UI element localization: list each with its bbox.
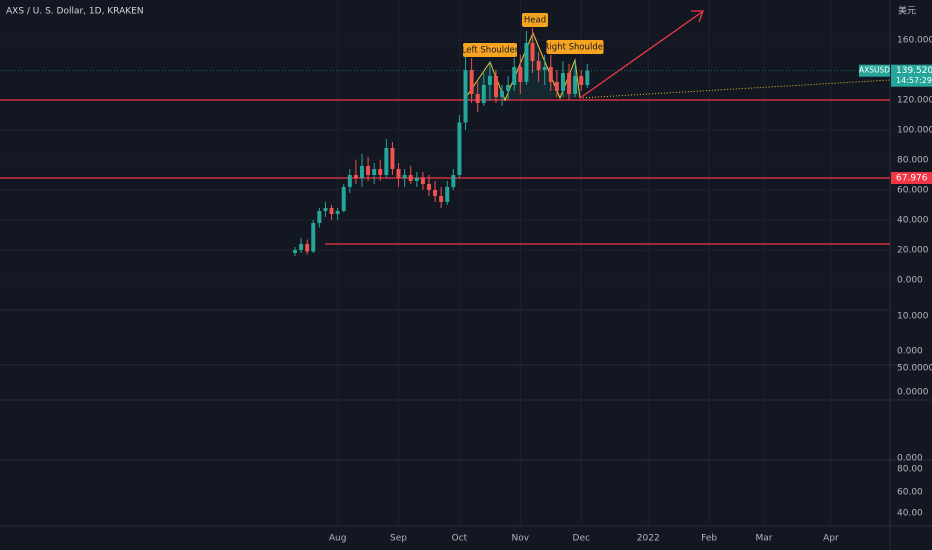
y-tick-label: 60.000 xyxy=(897,185,929,195)
chart-title: AXS / U. S. Dollar, 1D, KRAKEN xyxy=(6,7,144,17)
candle-body xyxy=(475,93,480,103)
last-price-label: 139.520 xyxy=(896,66,932,76)
candle-body xyxy=(372,168,377,175)
candle-body xyxy=(396,168,401,178)
y-tick-label: 160.000 xyxy=(897,35,932,45)
candle-body xyxy=(579,75,584,85)
x-tick-label: Feb xyxy=(701,534,717,544)
candle-body xyxy=(512,66,517,85)
indicator-tick-label: 60.00 xyxy=(897,488,923,498)
x-tick-label: Nov xyxy=(512,534,530,544)
candle-body xyxy=(548,66,553,82)
annotation-box xyxy=(463,43,517,57)
indicator-tick-label: 0.000 xyxy=(897,347,923,357)
candle-body xyxy=(293,249,297,253)
target-arrow xyxy=(579,11,703,99)
candle-body xyxy=(469,69,474,94)
candle-body xyxy=(402,174,407,178)
candle-body xyxy=(305,243,310,252)
candle-body xyxy=(573,75,578,94)
target-arrow-head xyxy=(691,10,704,23)
indicator-tick-label: 0.0000 xyxy=(897,388,929,398)
x-tick-label: Sep xyxy=(390,534,407,544)
candle-body xyxy=(536,60,541,70)
candle-body xyxy=(433,189,438,196)
symbol-tag xyxy=(859,64,890,77)
candle-body xyxy=(359,165,364,178)
annotation-label: Right Shoulder xyxy=(544,43,607,53)
candle-body xyxy=(317,210,322,223)
indicator-tick-label: 10.000 xyxy=(897,312,929,322)
candle-body xyxy=(439,195,444,202)
candle-body xyxy=(481,84,486,103)
candle-body xyxy=(341,186,346,211)
candle-body xyxy=(426,183,431,190)
last-price-tag xyxy=(891,64,932,87)
candle-body xyxy=(487,75,492,85)
annotation-label: Left Shoulder xyxy=(462,46,519,56)
x-tick-label: Dec xyxy=(573,534,590,544)
candle-body xyxy=(493,75,498,97)
candle-body xyxy=(408,174,413,181)
candle-body xyxy=(451,174,456,187)
candle-body xyxy=(445,186,450,202)
symbol-label: AXSUSD xyxy=(859,66,890,75)
x-tick-label: Oct xyxy=(452,534,468,544)
indicator-tick-label: 0.000 xyxy=(897,454,923,464)
currency-label: 美元 xyxy=(898,5,916,17)
candle-body xyxy=(299,243,304,250)
candle-body xyxy=(524,42,529,82)
candle-body xyxy=(347,174,352,187)
candle-body xyxy=(353,174,358,178)
candle-body xyxy=(500,90,505,97)
y-tick-label: 100.000 xyxy=(897,125,932,135)
candle-body xyxy=(378,168,383,175)
candle-body xyxy=(329,207,334,214)
countdown-label: 14:57:29 xyxy=(896,76,932,85)
candle-body xyxy=(554,81,559,91)
candle-body xyxy=(560,72,565,91)
candle-body xyxy=(420,177,425,184)
annotation-box xyxy=(546,40,604,54)
level-price-label: 67.976 xyxy=(896,174,928,184)
candle-body xyxy=(506,84,511,91)
candle-body xyxy=(585,70,590,85)
annotation-box xyxy=(522,13,548,27)
y-tick-label: 40.000 xyxy=(897,215,929,225)
level-price-tag xyxy=(891,172,932,185)
candle-body xyxy=(414,177,419,181)
neckline-projection xyxy=(579,79,891,99)
indicator-tick-label: 50.0000 xyxy=(897,364,932,374)
y-tick-label: 120.000 xyxy=(897,95,932,105)
candle-body xyxy=(530,42,535,61)
indicator-tick-label: 80.00 xyxy=(897,465,923,475)
indicator-tick-label: 40.00 xyxy=(897,509,923,519)
y-tick-label: 20.000 xyxy=(897,245,929,255)
x-tick-label: Apr xyxy=(823,534,839,544)
candle-body xyxy=(457,122,462,175)
candle-body xyxy=(518,66,523,82)
x-tick-label: 2022 xyxy=(637,534,660,544)
candle-body xyxy=(366,165,371,175)
candle-body xyxy=(542,66,547,70)
y-tick-label: 80.000 xyxy=(897,155,929,165)
y-tick-label: 0.000 xyxy=(897,275,923,285)
candle-body xyxy=(384,147,389,175)
x-tick-label: Aug xyxy=(329,534,347,544)
annotation-label: Head xyxy=(524,16,546,26)
candle-body xyxy=(567,72,572,94)
x-tick-label: Mar xyxy=(755,534,772,544)
candle-body xyxy=(390,147,395,169)
candle-body xyxy=(335,210,340,214)
candle-body xyxy=(311,222,316,252)
candle-body xyxy=(463,69,468,123)
candle-body xyxy=(323,207,328,211)
